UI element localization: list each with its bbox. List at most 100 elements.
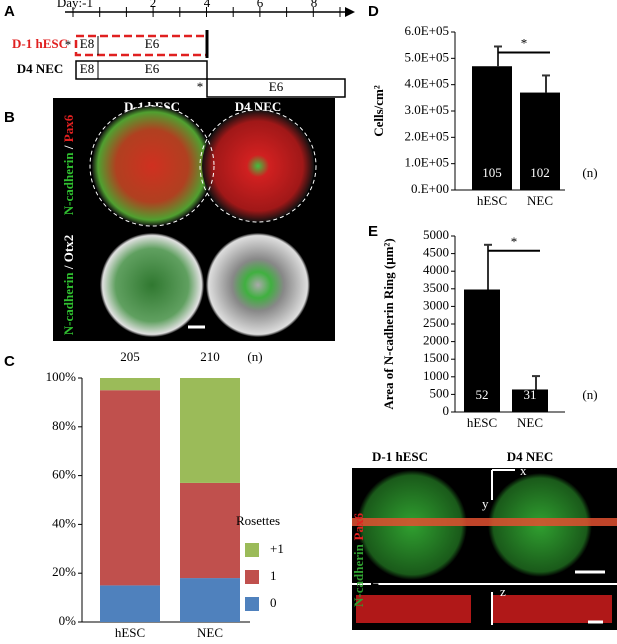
y-tick-label: 1.0E+05 <box>404 155 449 170</box>
significance: * <box>521 35 528 50</box>
axis-label: y <box>482 496 489 511</box>
y-tick-label: 3000 <box>423 297 449 312</box>
panel-label: A <box>4 3 15 20</box>
y-tick-label: 60% <box>52 467 76 482</box>
panel-label: E <box>368 223 378 240</box>
y-tick-label: 4500 <box>423 245 449 260</box>
charts: D 0.E+00 1.0E+05 2.0E+05 3.0E+05 4.0E+05 5.0E+… <box>4 3 598 640</box>
panel-a: A Day:-1 2 4 6 8 D-1 hESC D4 NEC * E8 E6… <box>4 0 355 98</box>
bar-segment <box>100 585 160 622</box>
bar <box>512 389 548 412</box>
bar-segment <box>100 378 160 391</box>
panel-f: F D-1 hESC D4 NEC x y z N-cadherin/Pax6 <box>351 449 617 630</box>
legend-swatch <box>245 543 259 557</box>
medium: E6 <box>145 36 160 51</box>
y-tick-label: 2.0E+05 <box>404 128 449 143</box>
day-label: 4 <box>204 0 211 10</box>
n-label: 102 <box>530 165 550 180</box>
n-title: (n) <box>582 387 597 402</box>
star: * <box>197 79 204 94</box>
n-label: 105 <box>482 165 502 180</box>
y-tick-label: 5000 <box>423 227 449 242</box>
box <box>75 60 208 80</box>
y-tick-label: 0% <box>59 613 77 628</box>
axis-label: z <box>500 584 506 599</box>
bar-segment <box>100 390 160 586</box>
y-tick-label: 2000 <box>423 333 449 348</box>
stain-label: N-cadherin / Pax6 <box>61 114 76 215</box>
n-label: 210 <box>200 349 220 364</box>
y-tick-label: 0.E+00 <box>411 181 449 196</box>
y-tick-label: 500 <box>430 385 450 400</box>
y-tick-label: 20% <box>52 564 76 579</box>
star: * <box>65 37 72 52</box>
colony <box>92 106 212 226</box>
x-tick-label: hESC <box>477 193 507 208</box>
row-label: D-1 hESC <box>12 36 68 51</box>
colony <box>206 233 310 337</box>
panel-label: D <box>368 3 379 20</box>
medium: E6 <box>269 79 284 94</box>
x-tick-label: NEC <box>197 625 223 640</box>
red-box <box>74 34 209 57</box>
y-tick-label: 80% <box>52 418 76 433</box>
column-label: D4 NEC <box>235 99 282 114</box>
legend-label: +1 <box>270 541 284 556</box>
medium: E8 <box>80 36 94 51</box>
y-tick-label: 5.0E+05 <box>404 49 449 64</box>
panel-label: B <box>4 109 15 126</box>
bar-segment <box>180 482 240 579</box>
y-tick-label: 40% <box>52 515 76 530</box>
column-label: D-1 hESC <box>372 449 428 464</box>
bar <box>464 289 500 412</box>
colony <box>100 233 204 337</box>
outline <box>89 105 215 227</box>
bar <box>520 92 560 190</box>
axis-label: x <box>520 463 527 478</box>
z-tissue <box>356 595 471 623</box>
bar-segment <box>180 378 240 483</box>
stain-label: N-cadherin/Pax6 <box>351 513 366 607</box>
y-tick-label: 4000 <box>423 262 449 277</box>
y-tick-label: 1500 <box>423 350 449 365</box>
y-tick-label: 3.0E+05 <box>404 102 449 117</box>
legend-swatch <box>245 597 259 611</box>
x-tick-label: hESC <box>467 415 497 430</box>
box <box>206 78 346 98</box>
y-tick-label: 3500 <box>423 280 449 295</box>
n-label: 31 <box>524 387 537 402</box>
legend-title: Rosettes <box>236 513 280 528</box>
panel-label: C <box>4 353 15 370</box>
outline <box>199 109 317 223</box>
colony <box>202 110 314 222</box>
panel-b: B D-1 hESC D4 NEC N-cadherin / Pax6 N-ca… <box>4 98 335 341</box>
legend-swatch <box>245 570 259 584</box>
n-label: 205 <box>120 349 140 364</box>
medium: E8 <box>80 61 94 76</box>
column-label: D4 NEC <box>507 449 554 464</box>
bar-segment <box>180 578 240 622</box>
y-tick-label: 6.0E+05 <box>404 23 449 38</box>
n-title: (n) <box>582 165 597 180</box>
bar <box>472 66 512 190</box>
x-tick-label: NEC <box>517 415 543 430</box>
panel-label: F <box>370 576 379 593</box>
n-label: 52 <box>476 387 489 402</box>
z-tissue <box>492 595 612 623</box>
medium: E6 <box>145 61 160 76</box>
y-tick-label: 2500 <box>423 315 449 330</box>
y-axis-label: Cells/cm² <box>371 85 386 137</box>
y-axis-label: Area of N-cadherin Ring (μm²) <box>381 238 396 409</box>
y-tick-label: 100% <box>46 369 77 384</box>
stain-label: N-cadherin / Otx2 <box>61 235 76 335</box>
x-tick-label: hESC <box>115 625 145 640</box>
day-label: 6 <box>257 0 264 10</box>
day-label: 8 <box>311 0 318 10</box>
y-tick-label: 1000 <box>423 368 449 383</box>
day-ticks <box>72 7 341 17</box>
section-line <box>352 518 617 526</box>
day-label: Day:-1 <box>57 0 93 10</box>
day-label: 2 <box>150 0 157 10</box>
y-tick-label: 0 <box>443 403 450 418</box>
